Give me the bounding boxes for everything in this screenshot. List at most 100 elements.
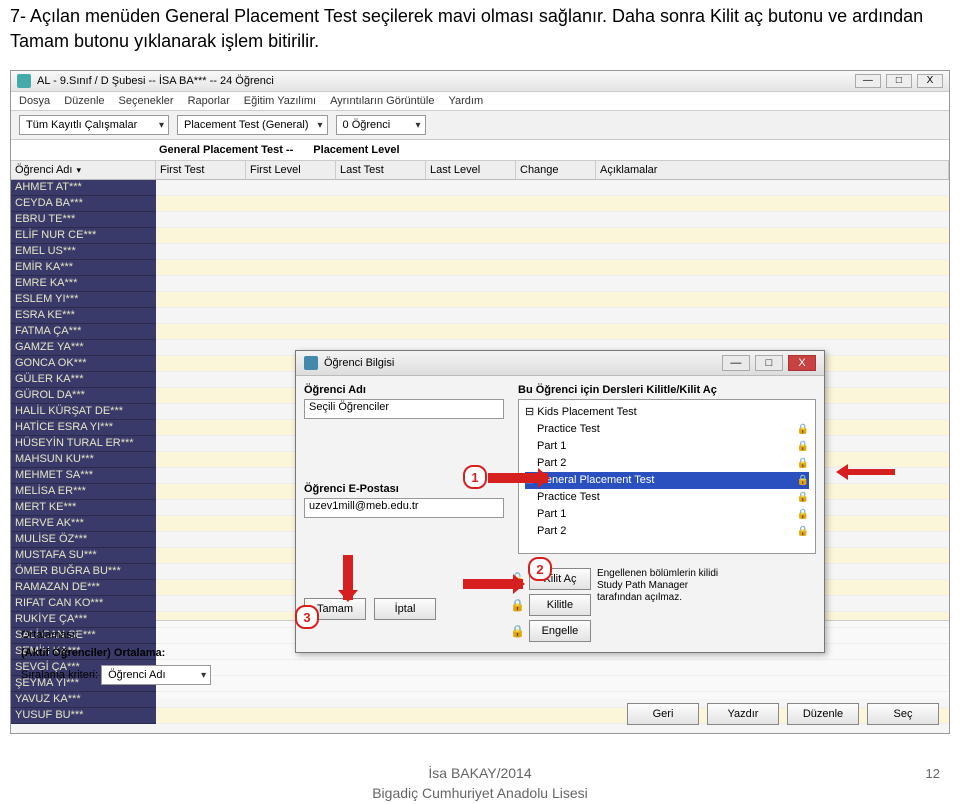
table-row[interactable]: EMİR KA*** <box>11 260 949 276</box>
empty-cell <box>156 628 246 644</box>
empty-cell <box>336 212 426 228</box>
btn-yazdir[interactable]: Yazdır <box>707 703 779 725</box>
close-button[interactable]: X <box>917 74 943 88</box>
empty-cell <box>246 692 336 708</box>
sort-label: Sıralama kriteri: <box>21 669 98 681</box>
empty-cell <box>156 180 246 196</box>
empty-cell <box>426 292 516 308</box>
empty-cell <box>156 420 246 436</box>
tree-p1[interactable]: Part 1 <box>537 438 566 455</box>
dialog-close[interactable]: X <box>788 355 816 371</box>
col-last-level[interactable]: Last Level <box>426 161 516 179</box>
page-footer: İsa BAKAY/2014 Bigadiç Cumhuriyet Anadol… <box>0 764 960 803</box>
window-title: AL - 9.Sınıf / D Şubesi -- İSA BA*** -- … <box>37 75 274 87</box>
tree-p2b[interactable]: Part 2 <box>537 523 566 540</box>
table-row[interactable]: FATMA ÇA*** <box>11 324 949 340</box>
empty-cell <box>516 180 596 196</box>
btn-sec[interactable]: Seç <box>867 703 939 725</box>
empty-cell <box>156 324 246 340</box>
empty-cell <box>156 708 246 724</box>
empty-cell <box>426 308 516 324</box>
empty-cell <box>426 276 516 292</box>
col-first-test[interactable]: First Test <box>156 161 246 179</box>
empty-cell <box>336 260 426 276</box>
empty-cell <box>156 196 246 212</box>
table-row[interactable]: EBRU TE*** <box>11 212 949 228</box>
arrow-3 <box>343 555 353 600</box>
table-row[interactable]: ESRA KE*** <box>11 308 949 324</box>
empty-cell <box>246 260 336 276</box>
dialog-maximize[interactable]: □ <box>755 355 783 371</box>
menu-duzenle[interactable]: Düzenle <box>64 95 104 107</box>
empty-cell <box>156 612 246 628</box>
empty-cell <box>426 324 516 340</box>
filter-dropdown-2[interactable]: Placement Test (General) <box>177 115 328 135</box>
btn-engelle[interactable]: Engelle <box>529 620 591 642</box>
col-change[interactable]: Change <box>516 161 596 179</box>
student-name-cell: EMİR KA*** <box>11 260 156 276</box>
empty-cell <box>156 484 246 500</box>
tree-practice1[interactable]: Practice Test <box>537 421 600 438</box>
filter-dropdown-3[interactable]: 0 Öğrenci <box>336 115 426 135</box>
tree-practice2[interactable]: Practice Test <box>537 489 600 506</box>
empty-cell <box>156 644 246 660</box>
table-row[interactable]: ESLEM YI*** <box>11 292 949 308</box>
empty-cell <box>426 228 516 244</box>
tree-kids[interactable]: Kids Placement Test <box>537 406 636 418</box>
empty-cell <box>516 212 596 228</box>
empty-cell <box>516 708 596 724</box>
empty-cell <box>156 212 246 228</box>
minimize-button[interactable]: — <box>855 74 881 88</box>
menu-egitim[interactable]: Eğitim Yazılımı <box>244 95 316 107</box>
col-ogrenci-adi[interactable]: Öğrenci Adı <box>11 161 156 179</box>
empty-cell <box>596 292 949 308</box>
menu-dosya[interactable]: Dosya <box>19 95 50 107</box>
empty-cell <box>516 324 596 340</box>
col-last-test[interactable]: Last Test <box>336 161 426 179</box>
input-ogrenci-adi[interactable]: Seçili Öğrenciler <box>304 399 504 419</box>
btn-geri[interactable]: Geri <box>627 703 699 725</box>
btn-duzenle[interactable]: Düzenle <box>787 703 859 725</box>
menubar: Dosya Düzenle Seçenekler Raporlar Eğitim… <box>11 92 949 111</box>
table-row[interactable]: EMRE KA*** <box>11 276 949 292</box>
filter-dropdown-1[interactable]: Tüm Kayıtlı Çalışmalar <box>19 115 169 135</box>
btn-iptal[interactable]: İptal <box>374 598 436 620</box>
empty-cell <box>516 676 596 692</box>
dialog-body: Öğrenci Adı Seçili Öğrenciler Öğrenci E-… <box>296 376 824 562</box>
student-name-cell: YUSUF BU*** <box>11 708 156 724</box>
input-eposta[interactable]: uzev1mill@meb.edu.tr <box>304 498 504 518</box>
menu-yardim[interactable]: Yardım <box>448 95 483 107</box>
maximize-button[interactable]: □ <box>886 74 912 88</box>
table-row[interactable]: ELİF NUR CE*** <box>11 228 949 244</box>
footer-line2: Bigadiç Cumhuriyet Anadolu Lisesi <box>0 784 960 804</box>
empty-cell <box>156 548 246 564</box>
footer-active: (Aktif Öğrenciler) Ortalama: <box>21 647 165 659</box>
empty-cell <box>156 372 246 388</box>
tree-p1b[interactable]: Part 1 <box>537 506 566 523</box>
col-first-level[interactable]: First Level <box>246 161 336 179</box>
empty-cell <box>246 708 336 724</box>
table-row[interactable]: EMEL US*** <box>11 244 949 260</box>
dialog-title: Öğrenci Bilgisi <box>324 357 394 369</box>
table-row[interactable]: AHMET AT*** <box>11 180 949 196</box>
empty-cell <box>156 292 246 308</box>
table-row[interactable]: CEYDA BA*** <box>11 196 949 212</box>
col-aciklamalar[interactable]: Açıklamalar <box>596 161 949 179</box>
empty-cell <box>426 196 516 212</box>
empty-cell <box>426 676 516 692</box>
student-name-cell: MUSTAFA SU*** <box>11 548 156 564</box>
student-name-cell: ESRA KE*** <box>11 308 156 324</box>
lesson-tree[interactable]: ⊟ Kids Placement Test Practice Test🔒 Par… <box>518 399 816 554</box>
menu-secenekler[interactable]: Seçenekler <box>119 95 174 107</box>
student-name-cell: EMRE KA*** <box>11 276 156 292</box>
sub-label-2: Placement Level <box>313 144 399 156</box>
dialog-note: Engellenen bölümlerin kilidi Study Path … <box>597 568 732 604</box>
dialog-minimize[interactable]: — <box>722 355 750 371</box>
sort-dropdown[interactable]: Öğrenci Adı <box>101 665 211 685</box>
lock-icon: 🔒 <box>797 489 809 506</box>
menu-ayrintilar[interactable]: Ayrıntıların Görüntüle <box>330 95 434 107</box>
btn-kilitle[interactable]: Kilitle <box>529 594 591 616</box>
empty-cell <box>246 244 336 260</box>
empty-cell <box>156 388 246 404</box>
menu-raporlar[interactable]: Raporlar <box>188 95 230 107</box>
